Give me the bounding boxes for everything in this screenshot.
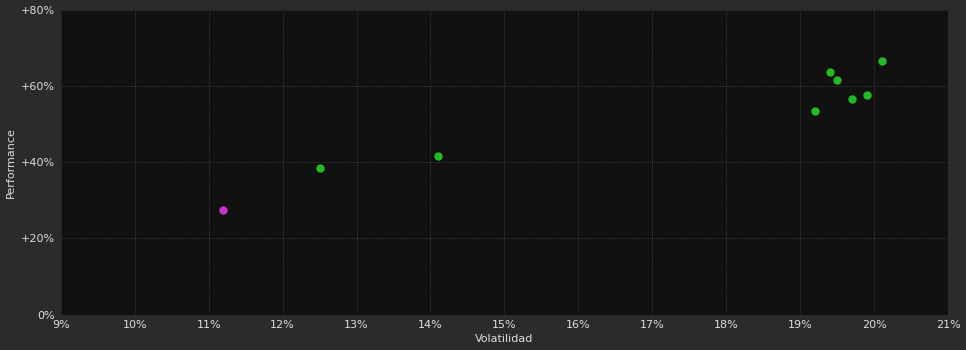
Y-axis label: Performance: Performance xyxy=(6,127,15,198)
X-axis label: Volatilidad: Volatilidad xyxy=(475,335,533,344)
